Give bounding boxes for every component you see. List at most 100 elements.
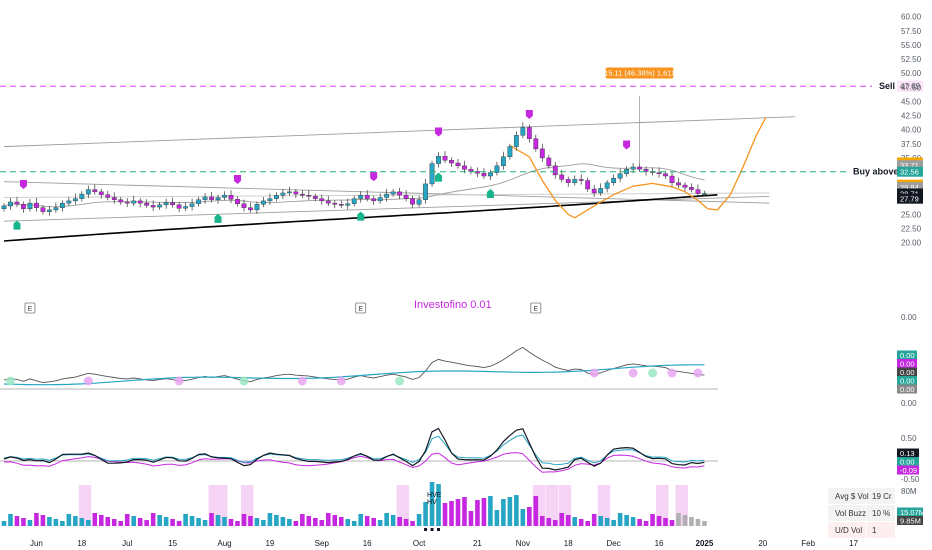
volume-bar xyxy=(40,515,46,526)
volume-tick: 80M xyxy=(901,487,917,496)
sell-signal-marker xyxy=(623,140,631,150)
time-axis[interactable]: Jun 18 Jul 15 Aug 19 Sep 16 Oct 21 Nov 18 Dec 16 2025 2… xyxy=(30,539,859,548)
candle-body xyxy=(663,173,668,177)
candle-body xyxy=(79,193,85,199)
candle-body xyxy=(371,198,377,202)
volume-bar xyxy=(150,513,156,526)
candle-body xyxy=(377,197,383,202)
panel1-teal-line xyxy=(3,364,705,386)
indicator-panel-1[interactable]: 0.000.000.000.000.000.000.00 xyxy=(0,313,917,408)
candle-body xyxy=(520,127,526,136)
panel1-dot xyxy=(297,376,307,386)
price-tag-value: 27.79 xyxy=(900,195,919,204)
panel1-dot xyxy=(395,376,405,386)
candle-body xyxy=(676,182,681,186)
indicator-panel-2[interactable]: 0.50 -0.50 0.130.00-0.09 xyxy=(0,427,920,485)
time-tick-label: 16 xyxy=(655,539,664,548)
candle-body xyxy=(332,202,338,205)
volume-bar xyxy=(494,510,500,526)
candle-body xyxy=(312,196,318,199)
price-tag-value: 33.71 xyxy=(900,161,919,170)
volume-bar xyxy=(325,513,331,526)
panel2-magenta-line xyxy=(3,452,705,473)
volume-highlight xyxy=(656,485,669,526)
volume-bar xyxy=(34,513,39,526)
panel1-dot xyxy=(589,368,599,378)
volume-bar xyxy=(397,517,402,526)
volume-bar xyxy=(254,518,260,526)
candle-body xyxy=(21,204,26,209)
volume-bar xyxy=(144,520,149,526)
price-tick-label: 50.00 xyxy=(901,69,922,78)
price-axis[interactable]: 60.00 57.50 55.00 52.50 50.00 47.50 45.00 42.50… xyxy=(901,13,922,248)
sell-signal-marker xyxy=(525,109,533,119)
sell-signal-marker xyxy=(370,172,378,182)
volume-bar xyxy=(377,520,383,526)
candle-body xyxy=(254,204,260,211)
panel1-dot xyxy=(174,376,184,386)
price-tick-label: 37.50 xyxy=(901,140,922,149)
candle-body xyxy=(98,191,104,195)
candle-body xyxy=(539,148,545,159)
volume-bar xyxy=(8,514,13,526)
candle-body xyxy=(163,202,169,206)
candles xyxy=(1,122,707,216)
volume-bar xyxy=(656,516,662,526)
price-tag xyxy=(897,193,923,204)
candle-body xyxy=(150,205,156,208)
candle-body xyxy=(124,201,130,204)
panel1-tag xyxy=(897,350,917,360)
volume-highlight xyxy=(396,485,410,526)
candle-body xyxy=(222,195,227,198)
panel1-tag xyxy=(897,359,917,368)
volume-bar xyxy=(462,497,467,526)
buy-signal-marker xyxy=(435,172,443,182)
price-tick-label: 52.50 xyxy=(901,55,922,64)
volume-bar xyxy=(228,519,234,526)
candle-body xyxy=(429,163,435,185)
price-tick-label: 42.50 xyxy=(901,112,922,121)
earnings-mark: E xyxy=(28,306,33,313)
candle-body xyxy=(248,207,253,211)
volume-bar xyxy=(280,517,286,526)
measure-tool: 15.11 (46.38%) 1,611 xyxy=(604,67,675,165)
stats-row xyxy=(828,488,895,504)
volume-bar xyxy=(66,514,72,526)
candle-body xyxy=(293,191,299,195)
time-tick-label: 17 xyxy=(849,539,858,548)
volume-bar xyxy=(92,513,98,526)
time-tick-label: 19 xyxy=(265,539,274,548)
earnings-mark: E xyxy=(533,306,538,313)
volume-highlight xyxy=(597,485,611,526)
candle-body xyxy=(144,202,150,206)
volume-bar xyxy=(423,502,428,526)
volume-bar xyxy=(137,518,143,526)
volume-bar xyxy=(507,497,513,526)
candle-body xyxy=(578,179,584,181)
volume-bar xyxy=(663,518,668,526)
price-tag xyxy=(897,182,923,193)
candle-body xyxy=(267,198,273,202)
earnings-mark: E xyxy=(358,306,363,313)
volume-bar xyxy=(514,495,519,526)
candle-body xyxy=(682,184,688,188)
candle-body xyxy=(351,198,357,204)
candle-body xyxy=(131,200,137,204)
panel2-tag-value: 0.13 xyxy=(900,449,915,458)
candle-body xyxy=(202,196,208,200)
volume-tag-value: 15.07M xyxy=(900,508,925,517)
measure-label: 15.11 (46.38%) 1,611 xyxy=(604,69,675,78)
candle-body xyxy=(656,172,662,174)
candle-body xyxy=(59,202,65,208)
stats-value: 10 % xyxy=(872,509,890,518)
price-tag xyxy=(897,166,923,177)
sell-signal-marker xyxy=(233,174,241,184)
time-tick-label: 20 xyxy=(758,539,767,548)
candle-body xyxy=(118,199,124,203)
volume-bar xyxy=(118,521,124,526)
